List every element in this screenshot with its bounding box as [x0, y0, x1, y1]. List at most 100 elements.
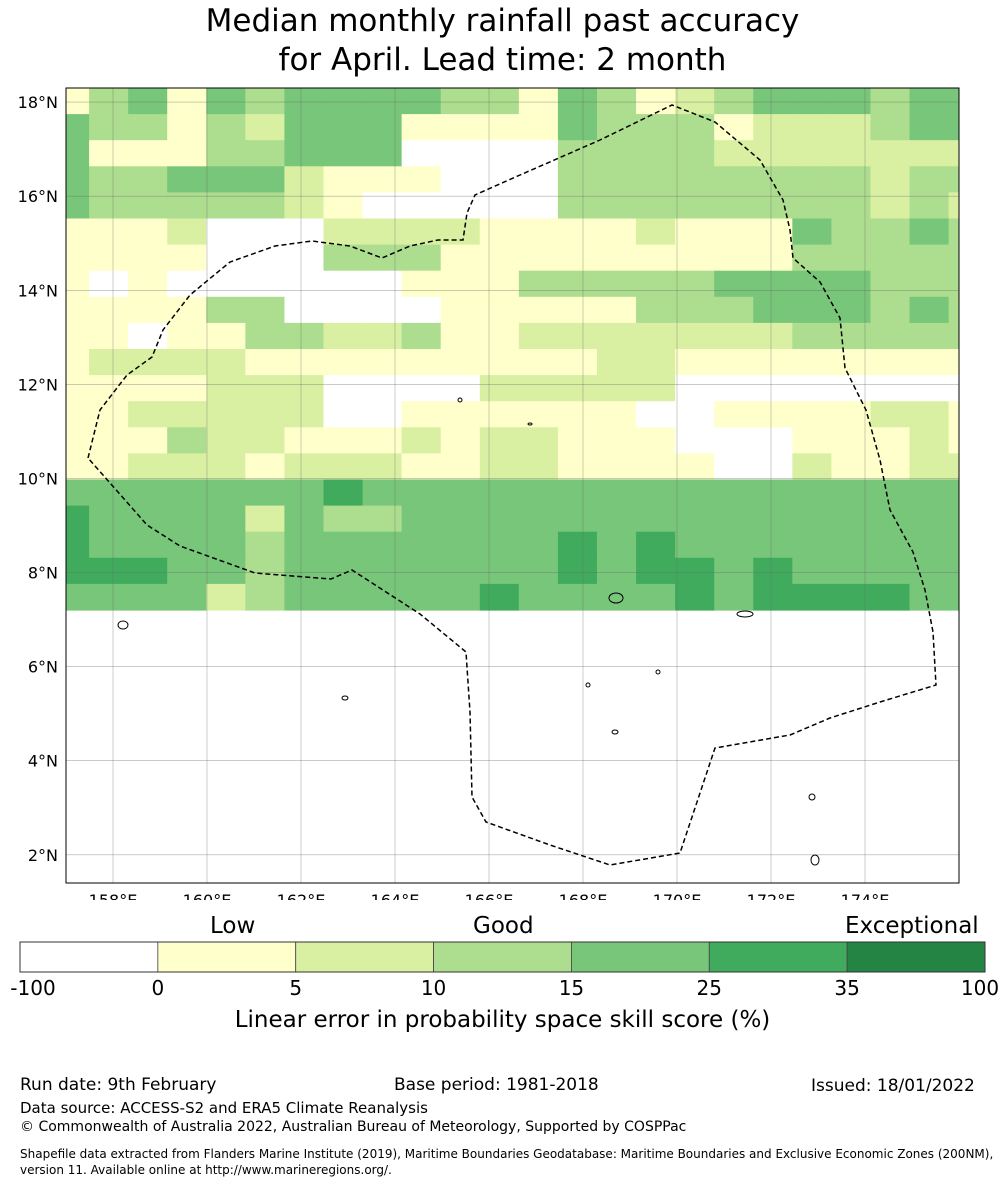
skill-cell [636, 244, 676, 272]
skill-cell [557, 453, 598, 481]
skill-cell [831, 453, 872, 481]
skill-cell [245, 140, 286, 167]
skill-cell [518, 322, 559, 350]
skill-cell [206, 192, 246, 220]
skill-cell [792, 453, 832, 481]
skill-cell [870, 192, 911, 220]
skill-cell [948, 296, 959, 324]
longitude-label: 160°E [183, 891, 232, 900]
skill-cell [792, 583, 832, 611]
colorbar-segments [19, 941, 986, 973]
skill-cell [714, 557, 754, 585]
skill-cell [753, 479, 793, 507]
skill-cell [831, 114, 872, 141]
skill-cell [831, 88, 872, 115]
skill-cell [870, 349, 911, 376]
colorbar-segment [846, 941, 986, 973]
skill-cell [89, 114, 129, 141]
skill-cell [362, 114, 403, 141]
skill-cell [988, 558, 1005, 585]
skill-cell [909, 375, 950, 402]
skill-cell [66, 349, 90, 376]
skill-cell [988, 245, 1005, 272]
skill-cell [557, 557, 598, 585]
skill-cell [596, 140, 637, 167]
skill-cell [128, 479, 168, 507]
skill-cell [675, 88, 715, 115]
category-good-label: Good [473, 913, 534, 939]
skill-cell [714, 427, 754, 454]
skill-cell [440, 270, 481, 298]
skill-cell [66, 375, 90, 402]
skill-cell [66, 244, 90, 272]
skill-cell [636, 270, 676, 298]
skill-cell [988, 532, 1005, 559]
skill-cell [596, 557, 637, 585]
skill-cell [362, 349, 403, 376]
island-outline [810, 854, 820, 866]
latitude-label: 14°N [18, 281, 58, 300]
skill-cell [89, 244, 129, 272]
skill-cell [831, 244, 872, 272]
skill-cell [323, 88, 364, 115]
longitude-label: 164°E [371, 891, 420, 900]
skill-cell [948, 244, 959, 272]
skill-cell [284, 531, 325, 559]
skill-cell [440, 505, 481, 533]
category-low-label: Low [210, 913, 256, 939]
skill-cell [401, 192, 442, 220]
skill-cell [323, 583, 364, 611]
skill-cell [636, 192, 676, 220]
skill-cell [714, 166, 754, 193]
skill-cell [401, 479, 442, 507]
longitude-label: 168°E [559, 891, 608, 900]
skill-cell [206, 557, 246, 585]
skill-cell [675, 244, 715, 272]
skill-cell [518, 583, 559, 611]
skill-cell [792, 375, 832, 402]
island-outlines [117, 397, 820, 866]
skill-cell [596, 427, 637, 454]
skill-cell [323, 505, 364, 533]
skill-cell [988, 114, 1005, 141]
island-outline [585, 682, 591, 688]
skill-cell [792, 114, 832, 141]
skill-cell [401, 166, 442, 193]
skill-cell [675, 270, 715, 298]
skill-cell [245, 192, 286, 220]
skill-cell [870, 375, 911, 402]
skill-cell [362, 140, 403, 167]
skill-cell [948, 557, 959, 585]
skill-cell [988, 140, 1005, 167]
longitude-label: 170°E [653, 891, 702, 900]
skill-cell [401, 244, 442, 272]
skill-cell [948, 531, 959, 559]
skill-cell [675, 114, 715, 141]
skill-cell [636, 88, 676, 115]
skill-cell [909, 322, 950, 350]
skill-cell [831, 349, 872, 376]
skill-cell [206, 375, 246, 402]
skill-cell [753, 88, 793, 115]
skill-cell [596, 218, 637, 246]
skill-cell [284, 453, 325, 481]
skill-cell [362, 270, 403, 298]
skill-cell [66, 166, 90, 193]
skill-cell [245, 479, 286, 507]
skill-cell [753, 244, 793, 272]
skill-cell [128, 531, 168, 559]
skill-cell [518, 114, 559, 141]
skill-cell [440, 375, 481, 402]
skill-cell [909, 296, 950, 324]
skill-cell [206, 322, 246, 350]
skill-cell [596, 349, 637, 376]
skill-cell [323, 479, 364, 507]
skill-cell [479, 322, 520, 350]
skill-cell [753, 322, 793, 350]
skill-cell [89, 322, 129, 350]
skill-cell [518, 401, 559, 428]
skill-cell [831, 296, 872, 324]
skill-cell [206, 401, 246, 428]
skill-cell [66, 505, 90, 533]
skill-cell [167, 322, 207, 350]
